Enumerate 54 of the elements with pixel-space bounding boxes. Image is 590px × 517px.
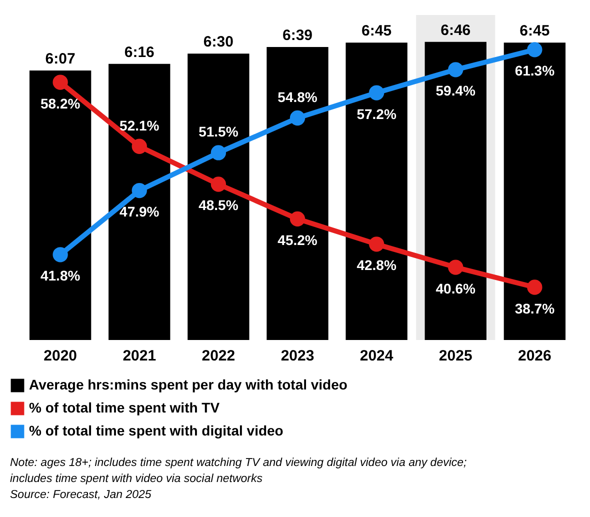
bar [346,42,408,340]
point [132,138,147,154]
data-label: 51.5% [198,124,239,140]
point [448,62,464,78]
data-label: 6:30 [203,34,234,51]
bar [108,64,170,340]
legend-label: % of total time spent with TV [29,400,220,416]
x-tick-label: 2025 [438,348,472,364]
point [210,145,226,160]
data-label: 6:45 [362,22,392,40]
legend-label: % of total time spent with digital video [29,422,284,438]
point [210,176,226,192]
point [527,280,542,295]
x-tick-label: 2022 [202,348,236,364]
point [290,211,306,226]
data-label: 58.2% [40,95,81,112]
point [368,236,384,252]
data-label: 6:39 [282,26,313,44]
data-label: 42.8% [356,257,397,274]
point [448,260,464,275]
data-label: 38.7% [514,300,556,316]
x-tick-label: 2020 [44,348,78,364]
point [527,42,542,58]
data-label: 41.8% [40,268,81,284]
legend-label: Average hrs:mins spent per day with total video [29,376,348,392]
data-label: 52.1% [120,117,160,134]
x-tick-label: 2024 [360,348,394,364]
data-label: 54.8% [278,89,318,106]
data-label: 40.6% [436,280,476,296]
data-label: 45.2% [278,232,318,248]
x-tick-label: 2023 [280,348,314,364]
point [52,247,68,262]
data-label: 57.2% [356,106,397,122]
point [368,85,384,100]
point [52,74,68,90]
bar [504,42,566,340]
text: includes time spent with video via social networks [10,473,263,485]
data-label: 6:07 [45,50,76,68]
data-label: 6:45 [520,22,550,40]
data-label: 59.4% [436,82,476,99]
data-label: 61.3% [514,62,556,79]
x-tick-label: 2026 [518,348,552,364]
data-label: 48.5% [198,197,239,214]
bar [188,54,250,340]
data-label: 6:46 [440,22,471,39]
source-note: Source: Forecast, Jan 2025 [10,489,152,501]
point [290,110,306,126]
text: Note: ages 18+; includes time spent watching TV and viewing digital video via any device; [10,457,467,469]
bar [29,70,92,340]
data-label: 6:16 [124,44,154,61]
data-label: 47.9% [120,204,160,220]
bar [266,46,328,340]
point [132,182,147,198]
x-tick-label: 2021 [122,348,156,364]
